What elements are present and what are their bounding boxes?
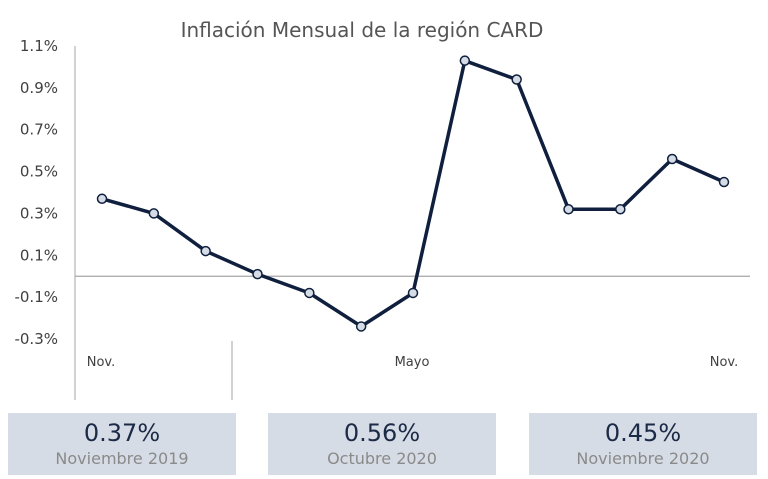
chart-title: Inflación Mensual de la región CARD <box>181 18 544 42</box>
summary-box-nov-2020: 0.45% Noviembre 2020 <box>529 413 757 475</box>
x-axis: Nov. Mayo Nov. <box>87 341 739 400</box>
data-point <box>355 321 367 332</box>
data-point <box>407 287 419 299</box>
y-tick-label: -0.1% <box>14 288 58 306</box>
summary-box-nov-2019: 0.37% Noviembre 2019 <box>8 413 236 475</box>
data-point <box>511 74 522 85</box>
x-tick-label: Mayo <box>395 355 430 370</box>
summary-label: Noviembre 2019 <box>55 449 189 468</box>
data-point <box>148 208 160 219</box>
x-tick-label: Nov. <box>87 355 116 370</box>
data-point <box>252 268 263 280</box>
summary-boxes: 0.37% Noviembre 2019 0.56% Octubre 2020 … <box>8 413 760 475</box>
summary-label: Noviembre 2020 <box>576 449 710 468</box>
summary-value: 0.56% <box>343 419 421 447</box>
y-tick-label: -0.3% <box>14 330 58 348</box>
y-tick-label: 0.5% <box>20 163 58 181</box>
data-point <box>718 176 730 188</box>
data-point <box>615 203 626 215</box>
y-axis: 1.1% 0.9% 0.7% 0.5% 0.3% 0.1% -0.1% -0.3% <box>14 37 76 400</box>
y-tick-label: 0.3% <box>20 204 58 222</box>
data-point <box>459 55 471 66</box>
series-line <box>101 58 725 329</box>
summary-label: Octubre 2020 <box>327 449 437 468</box>
y-tick-label: 1.1% <box>20 37 58 55</box>
data-point <box>304 287 315 299</box>
summary-value: 0.45% <box>604 419 682 447</box>
data-point <box>96 193 108 205</box>
plot-area <box>75 55 750 332</box>
data-point <box>200 245 211 257</box>
y-tick-label: 0.7% <box>20 121 58 139</box>
data-point <box>563 203 574 215</box>
line-chart: Inflación Mensual de la región CARD 1.1%… <box>14 18 750 400</box>
summary-value: 0.37% <box>83 419 161 447</box>
summary-box-oct-2020: 0.56% Octubre 2020 <box>268 413 496 475</box>
y-tick-label: 0.9% <box>20 79 58 97</box>
x-tick-label: Nov. <box>710 355 739 370</box>
data-point <box>666 153 678 165</box>
y-tick-label: 0.1% <box>20 246 58 264</box>
